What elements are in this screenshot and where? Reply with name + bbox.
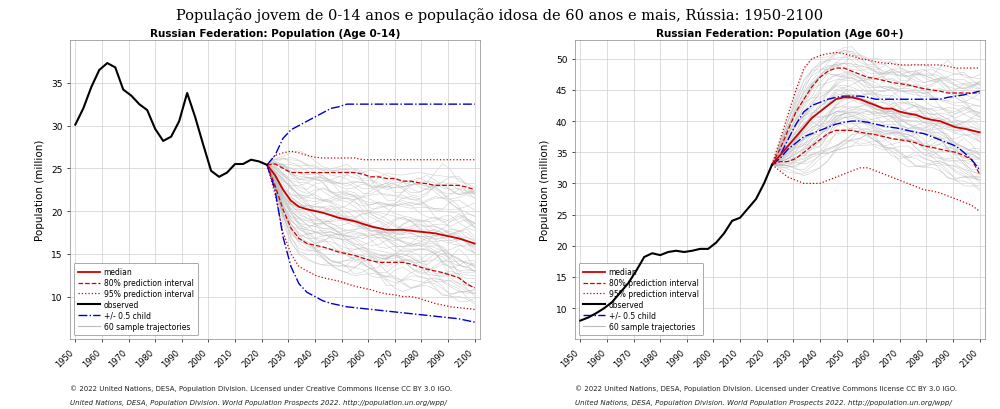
- Legend: median, 80% prediction interval, 95% prediction interval, observed, +/- 0.5 chil: median, 80% prediction interval, 95% pre…: [579, 263, 703, 336]
- Text: © 2022 United Nations, DESA, Population Division. Licensed under Creative Common: © 2022 United Nations, DESA, Population …: [575, 384, 957, 391]
- Text: United Nations, DESA, Population Division. World Population Prospects 2022. http: United Nations, DESA, Population Divisio…: [575, 399, 952, 405]
- Title: Russian Federation: Population (Age 0-14): Russian Federation: Population (Age 0-14…: [150, 29, 400, 39]
- Y-axis label: Population (million): Population (million): [540, 139, 550, 241]
- Text: United Nations, DESA, Population Division. World Population Prospects 2022. http: United Nations, DESA, Population Divisio…: [70, 399, 447, 405]
- Legend: median, 80% prediction interval, 95% prediction interval, observed, +/- 0.5 chil: median, 80% prediction interval, 95% pre…: [74, 263, 198, 336]
- Text: População jovem de 0-14 anos e população idosa de 60 anos e mais, Rússia: 1950-2: População jovem de 0-14 anos e população…: [176, 8, 824, 23]
- Text: © 2022 United Nations, DESA, Population Division. Licensed under Creative Common: © 2022 United Nations, DESA, Population …: [70, 384, 452, 391]
- Y-axis label: Population (million): Population (million): [35, 139, 45, 241]
- Title: Russian Federation: Population (Age 60+): Russian Federation: Population (Age 60+): [656, 29, 904, 39]
